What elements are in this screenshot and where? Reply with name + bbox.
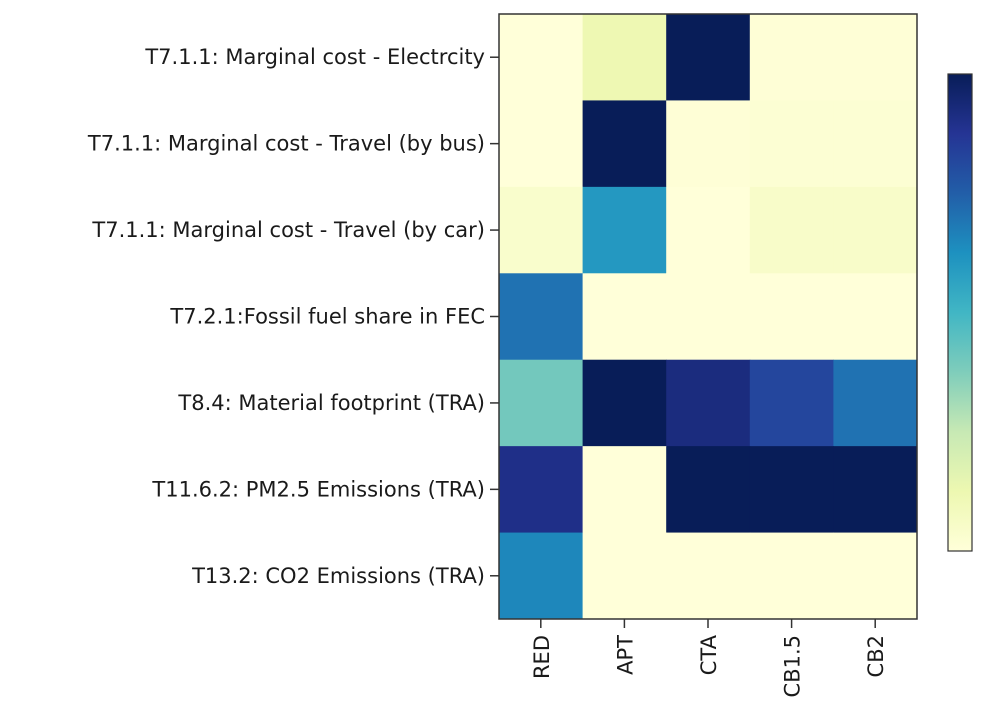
y-axis: T7.1.1: Marginal cost - Electrcity T7.1.1… xyxy=(87,45,499,588)
heatmap-cell-6-0 xyxy=(499,532,584,620)
heatmap-cell-4-0 xyxy=(499,359,584,447)
heatmap-cell-4-4 xyxy=(833,359,918,447)
y-tick-label: T7.1.1: Marginal cost - Electrcity xyxy=(144,45,485,69)
y-tick-label: T7.2.1:Fossil fuel share in FEC xyxy=(169,305,485,329)
heatmap-cell-2-2 xyxy=(666,186,751,274)
heatmap-cell-0-4 xyxy=(833,14,918,101)
y-tick-label: T13.2: CO2 Emissions (TRA) xyxy=(191,564,485,588)
heatmap-cell-1-2 xyxy=(666,100,751,188)
heatmap-cell-0-3 xyxy=(749,14,834,101)
y-tick-label: T7.1.1: Marginal cost - Travel (by car) xyxy=(91,218,485,242)
x-tick-label: CTA xyxy=(697,634,721,675)
heatmap-cell-2-4 xyxy=(833,186,918,274)
heatmap-cell-6-1 xyxy=(582,532,667,620)
heatmap-cell-3-4 xyxy=(833,273,918,361)
x-tick-label: CB2 xyxy=(864,635,888,677)
heatmap-cell-0-1 xyxy=(582,14,667,101)
heatmap-cell-2-3 xyxy=(749,186,834,274)
x-axis: RED APT CTA CB1.5 CB2 xyxy=(530,619,888,697)
heatmap-cell-3-1 xyxy=(582,273,667,361)
heatmap-cell-6-2 xyxy=(666,532,751,620)
y-tick-label: T8.4: Material footprint (TRA) xyxy=(177,391,485,415)
heatmap-cell-5-1 xyxy=(582,446,667,534)
colorbar-gradient xyxy=(947,73,973,552)
heatmap-cell-3-3 xyxy=(749,273,834,361)
heatmap-cell-4-2 xyxy=(666,359,751,447)
heatmap-cell-3-0 xyxy=(499,273,584,361)
x-tick-label: RED xyxy=(530,635,554,679)
heatmap-cell-4-3 xyxy=(749,359,834,447)
heatmap-cells xyxy=(499,14,918,620)
heatmap-cell-6-3 xyxy=(749,532,834,620)
heatmap-cell-5-0 xyxy=(499,446,584,534)
heatmap-cell-5-2 xyxy=(666,446,751,534)
heatmap-cell-5-3 xyxy=(749,446,834,534)
heatmap-cell-5-4 xyxy=(833,446,918,534)
heatmap-cell-1-0 xyxy=(499,100,584,188)
heatmap-cell-2-0 xyxy=(499,186,584,274)
colorbar xyxy=(947,73,973,552)
heatmap-cell-2-1 xyxy=(582,186,667,274)
x-tick-label: APT xyxy=(613,635,637,675)
heatmap-cell-0-0 xyxy=(499,14,584,101)
heatmap-cell-4-1 xyxy=(582,359,667,447)
heatmap-cell-1-3 xyxy=(749,100,834,188)
y-tick-label: T11.6.2: PM2.5 Emissions (TRA) xyxy=(151,477,485,501)
heatmap-cell-6-4 xyxy=(833,532,918,620)
y-tick-label: T7.1.1: Marginal cost - Travel (by bus) xyxy=(87,132,485,156)
heatmap-cell-1-4 xyxy=(833,100,918,188)
heatmap-cell-3-2 xyxy=(666,273,751,361)
x-tick-label: CB1.5 xyxy=(781,635,805,697)
heatmap-cell-1-1 xyxy=(582,100,667,188)
heatmap-cell-0-2 xyxy=(666,14,751,101)
